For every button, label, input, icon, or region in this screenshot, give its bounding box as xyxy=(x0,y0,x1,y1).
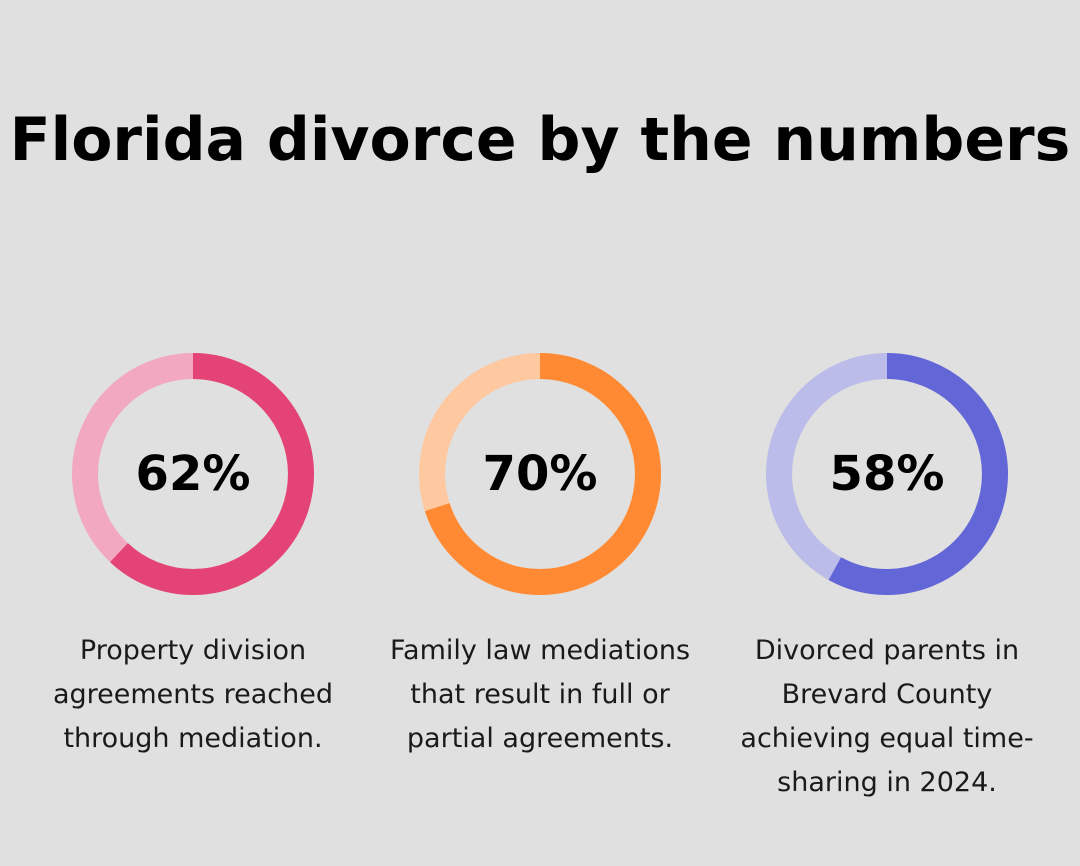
percentage-label: 62% xyxy=(136,446,251,502)
stat-card: 62% Property division agreements reached… xyxy=(33,353,353,761)
donut-value-arc xyxy=(419,353,661,595)
percentage-label: 70% xyxy=(483,446,598,502)
stat-caption: Property division agreements reached thr… xyxy=(52,635,334,754)
percentage-label: 58% xyxy=(830,446,945,502)
page-title: Florida divorce by the numbers xyxy=(9,105,1071,175)
stat-caption: Family law mediations that result in ful… xyxy=(389,635,691,754)
donut-value-arc xyxy=(72,353,314,595)
donut-chart: 62% xyxy=(72,353,314,595)
donut-chart: 58% xyxy=(766,353,1008,595)
donut-chart: 70% xyxy=(419,353,661,595)
donut-value-arc xyxy=(766,353,1008,595)
stat-caption: Divorced parents in Brevard County achie… xyxy=(740,635,1034,798)
stat-card: 58% Divorced parents in Brevard County a… xyxy=(727,353,1047,805)
stat-card: 70% Family law mediations that result in… xyxy=(380,353,700,761)
